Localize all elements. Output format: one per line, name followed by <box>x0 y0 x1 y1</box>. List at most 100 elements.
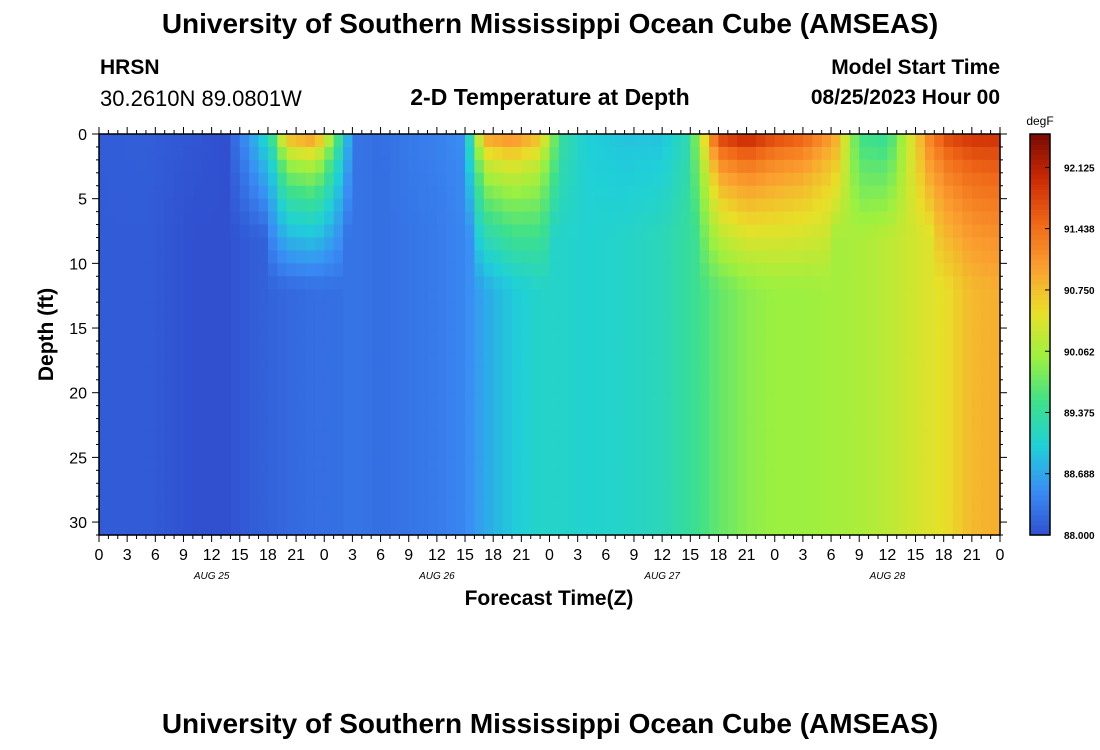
colorbar-segment <box>1030 514 1050 521</box>
x-tick-label: 18 <box>484 547 502 564</box>
heatmap-cell <box>164 146 175 161</box>
heatmap-cell <box>164 522 175 536</box>
heatmap-cell <box>549 444 560 458</box>
heatmap-cell <box>981 379 992 394</box>
heatmap-cell <box>183 185 194 200</box>
heatmap-cell <box>361 211 372 226</box>
heatmap-cell <box>577 431 588 446</box>
heatmap-cell <box>587 315 598 329</box>
heatmap-cell <box>239 328 250 342</box>
heatmap-cell <box>615 315 626 329</box>
heatmap-cell <box>784 483 795 497</box>
heatmap-cell <box>502 224 513 239</box>
heatmap-cell <box>343 483 354 497</box>
heatmap-cell <box>521 185 532 200</box>
heatmap-cell <box>511 392 522 407</box>
heatmap-cell <box>324 405 335 420</box>
heatmap-cell <box>408 444 419 458</box>
heatmap-cell <box>802 392 813 407</box>
heatmap-cell <box>709 159 720 174</box>
heatmap-cell <box>709 315 720 329</box>
heatmap-cell <box>737 353 748 368</box>
heatmap-cell <box>239 470 250 484</box>
heatmap-cell <box>709 146 720 161</box>
heatmap-cell <box>530 509 541 523</box>
heatmap-cell <box>859 353 870 368</box>
heatmap-cell <box>361 509 372 523</box>
heatmap-cell <box>314 328 325 342</box>
heatmap-cell <box>699 340 710 355</box>
heatmap-cell <box>455 134 466 148</box>
heatmap-cell <box>258 483 269 497</box>
heatmap-cell <box>371 237 382 252</box>
heatmap-cell <box>202 431 213 446</box>
heatmap-cell <box>117 353 128 368</box>
heatmap-cell <box>990 444 1001 458</box>
heatmap-cell <box>408 509 419 523</box>
heatmap-cell <box>502 392 513 407</box>
heatmap-cell <box>389 457 400 471</box>
heatmap-cell <box>924 315 935 329</box>
heatmap-cell <box>915 185 926 200</box>
heatmap-cell <box>183 366 194 381</box>
heatmap-cell <box>202 328 213 342</box>
heatmap-cell <box>221 276 231 290</box>
heatmap-cell <box>624 224 635 239</box>
heatmap-cell <box>943 198 954 213</box>
heatmap-cell <box>680 366 691 381</box>
heatmap-cell <box>267 289 278 303</box>
heatmap-cell <box>361 224 372 239</box>
heatmap-cell <box>953 224 964 239</box>
heatmap-cell <box>699 457 710 471</box>
heatmap-cell <box>436 302 447 316</box>
heatmap-cell <box>727 289 738 303</box>
heatmap-cell <box>502 522 513 536</box>
heatmap-cell <box>530 146 541 161</box>
heatmap-cell <box>305 470 316 484</box>
heatmap-cell <box>380 134 391 148</box>
heatmap-cell <box>99 198 109 213</box>
heatmap-cell <box>371 496 382 510</box>
heatmap-cell <box>943 392 954 407</box>
heatmap-cell <box>483 159 494 174</box>
heatmap-cell <box>277 418 288 433</box>
x-tick-label: 3 <box>573 547 582 564</box>
heatmap-cell <box>258 328 269 342</box>
heatmap-cell <box>145 146 156 161</box>
heatmap-cell <box>924 146 935 161</box>
heatmap-cell <box>755 431 766 446</box>
heatmap-cell <box>267 211 278 226</box>
heatmap-cell <box>108 198 119 213</box>
heatmap-cell <box>211 353 222 368</box>
heatmap-cell <box>981 211 992 226</box>
heatmap-cell <box>727 185 738 200</box>
heatmap-cell <box>812 276 823 290</box>
heatmap-cell <box>896 289 907 303</box>
heatmap-cell <box>277 289 288 303</box>
heatmap-cell <box>211 250 222 264</box>
heatmap-cell <box>399 134 410 148</box>
heatmap-cell <box>399 444 410 458</box>
heatmap-cell <box>540 522 551 536</box>
heatmap-cell <box>117 444 128 458</box>
heatmap-cell <box>887 315 898 329</box>
heatmap-cell <box>643 172 654 187</box>
heatmap-cell <box>671 470 682 484</box>
heatmap-cell <box>493 302 504 316</box>
heatmap-cell <box>136 146 147 161</box>
heatmap-cell <box>971 509 982 523</box>
heatmap-cell <box>239 392 250 407</box>
heatmap-cell <box>145 224 156 239</box>
heatmap-cell <box>117 302 128 316</box>
heatmap-cell <box>314 483 325 497</box>
heatmap-cell <box>286 237 297 252</box>
heatmap-cell <box>624 418 635 433</box>
heatmap-cell <box>812 289 823 303</box>
heatmap-cell <box>192 224 203 239</box>
heatmap-cell <box>709 302 720 316</box>
heatmap-cell <box>737 444 748 458</box>
heatmap-cell <box>258 470 269 484</box>
heatmap-cell <box>662 457 673 471</box>
heatmap-cell <box>962 263 973 277</box>
heatmap-cell <box>371 172 382 187</box>
